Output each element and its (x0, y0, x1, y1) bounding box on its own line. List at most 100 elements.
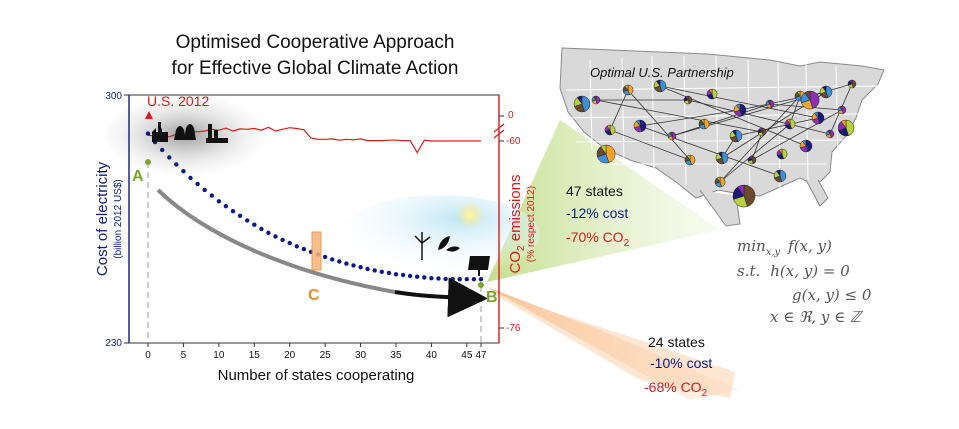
pie-slice (659, 79, 667, 93)
partnership-link (609, 129, 691, 161)
pie-slice (718, 151, 723, 159)
state-pie (591, 95, 601, 105)
cost-point (372, 268, 377, 273)
right-axis-label-group: CO2 emissions (507, 175, 527, 274)
cost-point (195, 181, 200, 187)
cost-point (415, 274, 420, 279)
cost-point (174, 162, 179, 167)
state-pie (622, 84, 634, 96)
pie-slice (636, 119, 641, 127)
cost-point (407, 273, 413, 279)
clean-sky (340, 195, 540, 275)
pie-slice (839, 105, 843, 111)
cost-point (209, 193, 214, 198)
cost-point (436, 276, 441, 281)
green-info-cost: -12% cost (566, 205, 628, 221)
factory-icon (152, 122, 168, 142)
pie-slice (708, 88, 713, 95)
pie-slice (600, 144, 607, 155)
cost-point (294, 244, 299, 249)
x-tick-label: 10 (213, 350, 225, 361)
left-axis-label-group: Cost of electricity (94, 161, 111, 276)
state-pie (825, 129, 835, 139)
us2012-marker (145, 111, 153, 119)
pie-slice (737, 184, 745, 197)
state-pie (684, 154, 696, 166)
left-axis-sublabel: (billion 2012 US$) (113, 179, 124, 259)
left-tick-300: 300 (105, 91, 122, 102)
pie-slice (802, 139, 807, 147)
us-map (559, 47, 885, 227)
point-c-label: C (308, 287, 320, 304)
partnership-link (659, 85, 819, 119)
pie-slice (840, 119, 847, 129)
cost-point (478, 277, 484, 282)
left-tick-230: 230 (105, 338, 122, 349)
x-axis-ticks: 0 5 10 15 20 25 30 35 40 45 47 (145, 343, 487, 361)
point-a-label: A (132, 168, 144, 185)
pie-slice (669, 131, 673, 137)
partnership-link (659, 85, 807, 147)
pie-slice (779, 169, 787, 183)
orange-info-cost: -10% cost (650, 355, 712, 371)
state-pie (784, 118, 796, 130)
power-plant-icon (174, 124, 196, 140)
state-pie (653, 79, 667, 93)
state-pie (765, 99, 775, 109)
point-b-label: B (486, 289, 498, 306)
smokestack-icon (206, 124, 228, 143)
partnership-link (595, 99, 763, 133)
math-objective: minx,y f(x, y) (737, 237, 832, 258)
partnership-link (627, 89, 691, 161)
state-pie (819, 85, 833, 99)
pie-slice (776, 169, 781, 177)
state-pie (776, 148, 788, 160)
pie-slice (749, 155, 753, 161)
pie-slice (845, 119, 855, 136)
partnership-link (639, 125, 781, 177)
pie-slice (804, 90, 811, 101)
x-tick-label: 0 (145, 350, 151, 361)
trend-arrow-black (394, 277, 488, 318)
pie-slice (576, 95, 583, 105)
pie-slice (849, 79, 853, 85)
cost-point (365, 266, 370, 272)
cost-point (457, 277, 462, 282)
pie-slice (700, 118, 705, 125)
pie-slice (639, 119, 647, 133)
cost-point (181, 169, 186, 174)
state-pie (683, 95, 693, 105)
cost-point (330, 257, 335, 262)
state-pie (732, 184, 756, 208)
state-pie (747, 155, 757, 165)
pie-slice (743, 184, 756, 207)
cost-point (471, 277, 477, 282)
co2-emissions-line (147, 126, 481, 154)
green-callout-wedge (487, 120, 720, 282)
right-tick-0: 0 (508, 110, 514, 121)
pie-slice (767, 99, 771, 105)
pie-slice (786, 118, 791, 125)
x-tick-label: 25 (320, 350, 332, 361)
pie-slice (716, 176, 721, 183)
partnership-link (719, 95, 801, 183)
cost-point (450, 277, 455, 282)
state-pie (757, 127, 767, 137)
pie-slice (778, 148, 783, 155)
cost-point (230, 209, 236, 214)
x-tick-label: 40 (426, 350, 438, 361)
x-tick-label: 5 (181, 350, 187, 361)
x-tick-label: 20 (284, 350, 296, 361)
orange-info-states: 24 states (648, 334, 705, 350)
math-domain: x ∈ ℜ, y ∈ ℤ (770, 308, 864, 326)
x-tick-label: 15 (249, 350, 261, 361)
state-pie (596, 144, 616, 164)
partnership-link (719, 123, 791, 183)
right-tick-60: -60 (506, 136, 521, 147)
right-axis-sublabel: (% respect 2012) (526, 186, 537, 262)
state-pie (733, 103, 747, 117)
cost-point (245, 218, 250, 223)
pie-slice (796, 90, 801, 97)
state-pie (706, 88, 718, 100)
